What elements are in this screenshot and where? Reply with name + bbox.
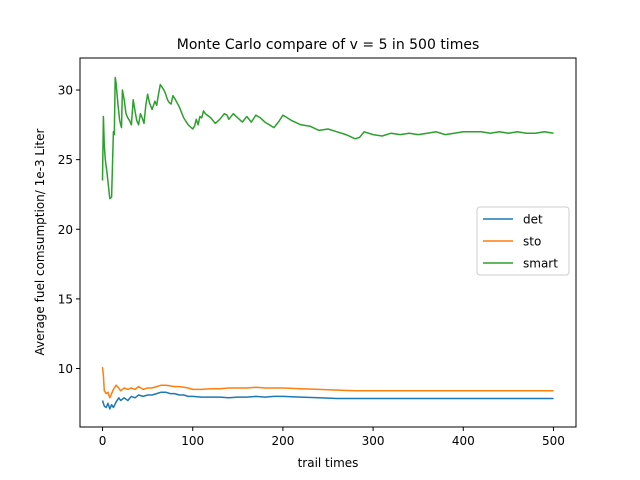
- x-tick-label: 300: [362, 434, 385, 448]
- x-tick-label: 400: [452, 434, 475, 448]
- ticks-layer: 0 100 200 300 400 500 10 15 20 25 30: [58, 84, 565, 448]
- legend-box: [476, 206, 570, 276]
- legend-label-smart: smart: [523, 257, 558, 271]
- x-tick-label: 0: [99, 434, 107, 448]
- y-tick-label: 15: [58, 292, 73, 306]
- series-line-smart: [101, 76, 554, 200]
- series-layer: [101, 76, 554, 410]
- legend: det sto smart: [476, 206, 570, 276]
- x-tick-label: 100: [181, 434, 204, 448]
- x-axis-label: trail times: [298, 456, 359, 470]
- y-tick-label: 20: [58, 223, 73, 237]
- series-line-sto: [101, 367, 554, 399]
- legend-label-sto: sto: [523, 235, 541, 249]
- x-tick-label: 500: [542, 434, 565, 448]
- legend-label-det: det: [523, 213, 543, 227]
- y-axis-label: Average fuel comsumption/ 1e-3 Liter: [33, 128, 47, 355]
- y-tick-label: 10: [58, 362, 73, 376]
- series-line-det: [101, 391, 554, 410]
- y-tick-label: 25: [58, 153, 73, 167]
- chart-title: Monte Carlo compare of v = 5 in 500 time…: [177, 37, 480, 53]
- x-tick-label: 200: [271, 434, 294, 448]
- y-tick-label: 30: [58, 84, 73, 98]
- plot-area-frame: [79, 57, 577, 428]
